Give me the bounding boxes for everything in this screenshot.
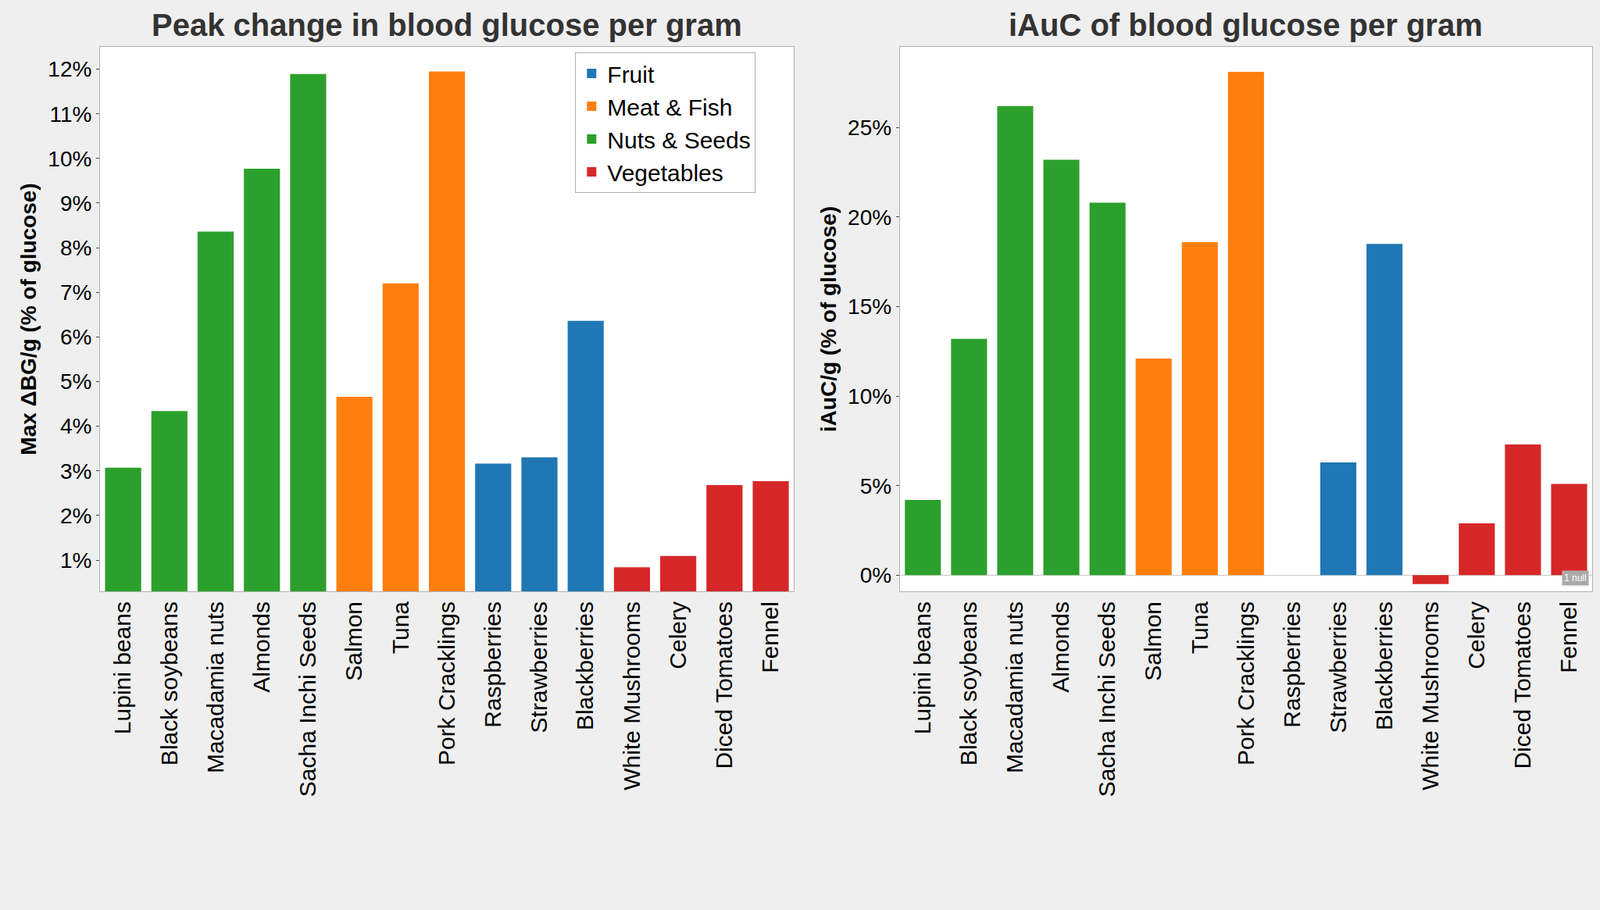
svg-text:1%: 1% (60, 548, 92, 573)
svg-text:iAuC of blood glucose per gram: iAuC of blood glucose per gram (1008, 7, 1483, 43)
svg-text:Almonds: Almonds (1047, 601, 1074, 693)
svg-text:7%: 7% (60, 280, 92, 305)
svg-text:8%: 8% (60, 235, 92, 261)
svg-text:Celery: Celery (664, 601, 691, 670)
svg-text:Diced Tomatoes: Diced Tomatoes (710, 601, 737, 770)
svg-text:Macadamia nuts: Macadamia nuts (202, 601, 229, 774)
svg-text:Nuts & Seeds: Nuts & Seeds (607, 127, 750, 154)
svg-text:Lupini beans: Lupini beans (909, 601, 936, 735)
svg-text:Tuna: Tuna (387, 601, 414, 655)
svg-text:Raspberries: Raspberries (479, 601, 506, 729)
svg-text:Fruit: Fruit (607, 61, 655, 88)
svg-text:Meat & Fish: Meat & Fish (607, 94, 733, 121)
svg-text:Fennel: Fennel (757, 601, 783, 674)
svg-text:20%: 20% (847, 205, 892, 230)
svg-text:Blackberries: Blackberries (1371, 601, 1397, 731)
svg-text:Salmon: Salmon (1139, 601, 1166, 682)
svg-text:3%: 3% (60, 459, 92, 484)
svg-text:Black soybeans: Black soybeans (955, 601, 982, 766)
svg-text:Blackberries: Blackberries (571, 601, 598, 731)
svg-text:9%: 9% (60, 191, 92, 216)
svg-text:Strawberries: Strawberries (525, 601, 552, 733)
svg-text:Peak change in blood glucose p: Peak change in blood glucose per gram (151, 7, 743, 43)
svg-text:iAuC/g (% of glucose): iAuC/g (% of glucose) (816, 206, 841, 433)
svg-text:White Mushrooms: White Mushrooms (618, 601, 645, 791)
svg-text:10%: 10% (47, 146, 92, 172)
svg-text:10%: 10% (847, 384, 892, 409)
svg-text:Raspberries: Raspberries (1278, 601, 1305, 729)
svg-text:11%: 11% (49, 102, 92, 127)
svg-text:Sacha Inchi Seeds: Sacha Inchi Seeds (1093, 601, 1120, 797)
svg-text:Fennel: Fennel (1555, 601, 1582, 674)
svg-text:Celery: Celery (1463, 601, 1490, 670)
svg-text:0%: 0% (860, 563, 892, 588)
svg-text:Almonds: Almonds (248, 601, 275, 693)
svg-text:5%: 5% (60, 369, 92, 394)
svg-text:Diced Tomatoes: Diced Tomatoes (1509, 601, 1536, 770)
svg-text:Pork Cracklings: Pork Cracklings (433, 601, 460, 766)
svg-text:6%: 6% (60, 325, 92, 350)
svg-text:4%: 4% (60, 414, 92, 439)
svg-text:Sacha Inchi Seeds: Sacha Inchi Seeds (294, 601, 321, 797)
svg-text:15%: 15% (847, 294, 892, 319)
svg-text:Vegetables: Vegetables (607, 160, 723, 186)
svg-text:Lupini beans: Lupini beans (109, 601, 136, 735)
svg-text:Black soybeans: Black soybeans (156, 601, 183, 766)
svg-text:Max ΔBG/g (% of glucose): Max ΔBG/g (% of glucose) (16, 182, 41, 455)
svg-text:2%: 2% (60, 503, 92, 529)
svg-text:5%: 5% (860, 474, 892, 499)
svg-text:Tuna: Tuna (1186, 601, 1213, 655)
svg-text:Pork Cracklings: Pork Cracklings (1232, 601, 1259, 766)
svg-text:White Mushrooms: White Mushrooms (1417, 601, 1443, 791)
svg-text:25%: 25% (847, 115, 892, 140)
svg-text:12%: 12% (47, 57, 92, 82)
svg-text:1 null: 1 null (1564, 572, 1587, 584)
svg-text:Salmon: Salmon (340, 601, 367, 682)
svg-text:Strawberries: Strawberries (1325, 601, 1351, 733)
svg-text:Macadamia nuts: Macadamia nuts (1001, 601, 1028, 774)
